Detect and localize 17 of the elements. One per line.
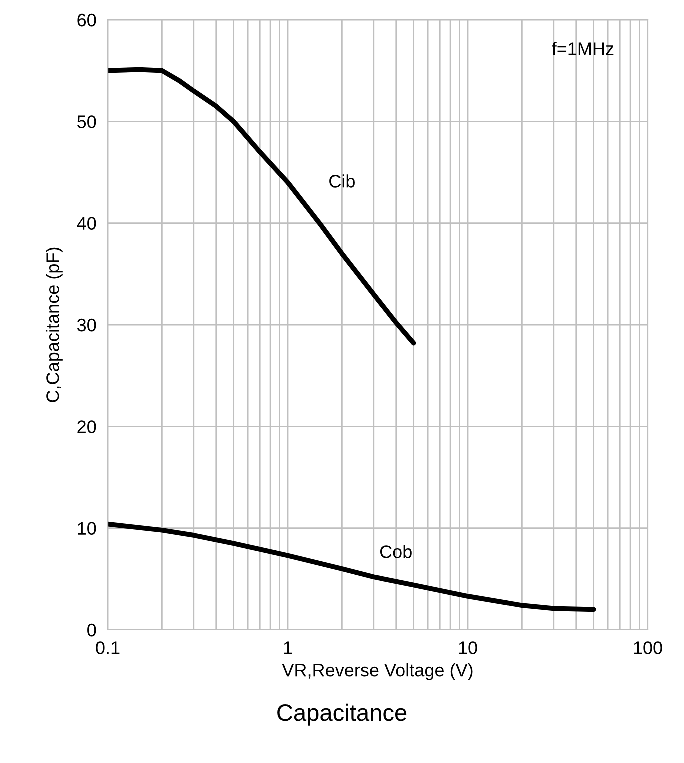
y-tick-label: 0	[88, 624, 96, 637]
x-tick-label: 0.1	[96, 642, 120, 654]
annotation: f=1MHz	[552, 42, 614, 56]
y-tick-label: 10	[78, 522, 96, 536]
y-tick-label: 20	[78, 420, 96, 434]
x-tick-label: 1	[284, 642, 292, 654]
series-label: Cob	[380, 545, 412, 558]
x-axis-title: VR,Reverse Voltage (V)	[282, 664, 473, 680]
y-tick-label: 50	[78, 116, 96, 128]
series-label: Cib	[330, 174, 355, 188]
y-tick-label: 60	[78, 14, 96, 27]
x-tick-label: 100	[634, 642, 662, 654]
y-tick-label: 40	[77, 217, 96, 230]
y-tick-label: 30	[77, 318, 96, 332]
text: Capacitance	[278, 704, 407, 726]
x-tick-label: 10	[459, 642, 478, 654]
y-axis-title: C,Capacitance (pF)	[46, 248, 63, 402]
